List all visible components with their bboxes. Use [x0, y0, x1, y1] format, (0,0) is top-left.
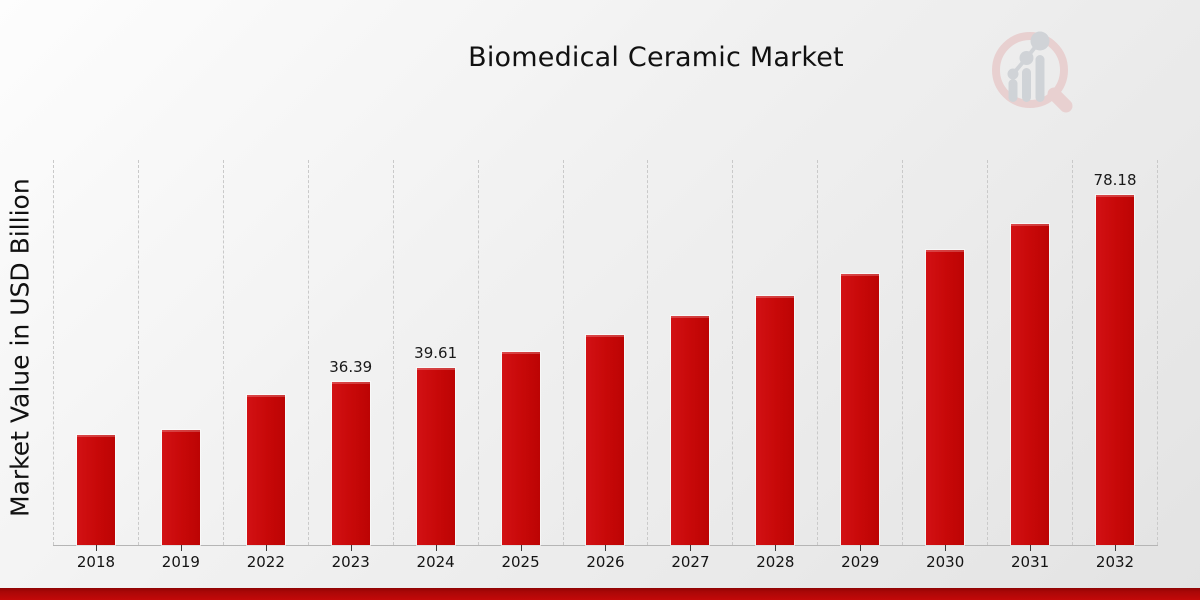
x-tick-label-2027: 2027: [671, 553, 710, 571]
x-axis-tick-2024: [435, 545, 437, 551]
x-tick-label-2025: 2025: [501, 553, 540, 571]
x-tick-label-2018: 2018: [76, 553, 116, 571]
x-tick-label-2023: 2023: [331, 553, 370, 571]
bar-2025: [501, 351, 540, 545]
category-column-2026: 2026: [562, 160, 648, 571]
logo-bar-small: [1008, 79, 1018, 102]
category-column-2031: 2031: [987, 160, 1072, 571]
category-column-2024: 39.61 2024: [392, 160, 478, 571]
category-column-2023: 36.39 2023: [307, 160, 393, 571]
x-axis-tick-2023: [350, 545, 352, 551]
category-column-2029: 2029: [817, 160, 902, 571]
magnifier-handle: [1047, 87, 1073, 113]
category-column-2022: 2022: [222, 160, 308, 571]
x-axis-tick-2019: [180, 545, 182, 551]
x-axis-tick-2026: [605, 545, 607, 551]
bar-2031: [1011, 223, 1050, 545]
x-axis-tick-2032: [1115, 545, 1117, 551]
y-axis-label: Market Value in USD Billion: [5, 178, 35, 517]
category-column-2030: 2030: [902, 160, 987, 571]
category-column-2018: 2018: [53, 160, 138, 571]
bar-2027: [671, 316, 710, 545]
footer-accent-bar: [0, 588, 1200, 600]
magnifier-bar-chart-logo-icon: [992, 31, 1073, 113]
category-column-2028: 2028: [732, 160, 817, 571]
bar-2018: [76, 435, 115, 545]
category-column-2027: 2027: [647, 160, 732, 571]
x-tick-label-2031: 2031: [1011, 553, 1050, 571]
x-tick-label-2019: 2019: [161, 553, 200, 571]
magnifier-ring: [992, 32, 1068, 108]
x-axis-tick-2031: [1030, 545, 1032, 551]
value-label-2024: 39.61: [414, 343, 458, 362]
x-axis-tick-2018: [95, 545, 97, 551]
logo-bar-large: [1035, 55, 1045, 102]
x-tick-label-2030: 2030: [926, 553, 965, 571]
category-column-2019: 2019: [137, 160, 223, 571]
logo-dot-large: [1030, 31, 1050, 51]
bar-2023: [331, 382, 370, 545]
bar-2028: [756, 295, 795, 545]
x-tick-label-2029: 2029: [841, 553, 880, 571]
x-tick-label-2026: 2026: [586, 553, 625, 571]
category-column-2032: 78.18 2032: [1072, 160, 1158, 571]
logo-dot-small: [1007, 68, 1019, 80]
bar-2019: [161, 429, 200, 545]
x-tick-label-2032: 2032: [1095, 553, 1135, 571]
x-tick-label-2024: 2024: [416, 553, 455, 571]
bar-2030: [926, 249, 965, 545]
x-axis-tick-2030: [945, 545, 947, 551]
bar-2022: [246, 395, 285, 545]
logo-bar-medium: [1022, 68, 1031, 102]
category-column-2025: 2025: [477, 160, 563, 571]
chart-title: Biomedical Ceramic Market: [468, 42, 844, 73]
plot-area: 2018 2019 2022 36.39 2023 39.61 2024 2025 2026 20…: [53, 160, 1158, 571]
x-axis-tick-2025: [520, 545, 522, 551]
x-axis-tick-2029: [860, 545, 862, 551]
x-axis-tick-2022: [265, 545, 267, 551]
x-tick-label-2022: 2022: [246, 553, 285, 571]
x-tick-label-2028: 2028: [756, 553, 795, 571]
logo-dot-medium: [1019, 51, 1034, 65]
value-label-2032: 78.18: [1093, 171, 1137, 190]
value-label-2023: 36.39: [329, 358, 373, 377]
x-axis-tick-2028: [775, 545, 777, 551]
bar-2029: [841, 273, 880, 545]
x-axis-tick-2027: [690, 545, 692, 551]
bar-2032: [1096, 195, 1135, 545]
bar-2024: [416, 367, 455, 545]
bar-2026: [586, 334, 625, 545]
